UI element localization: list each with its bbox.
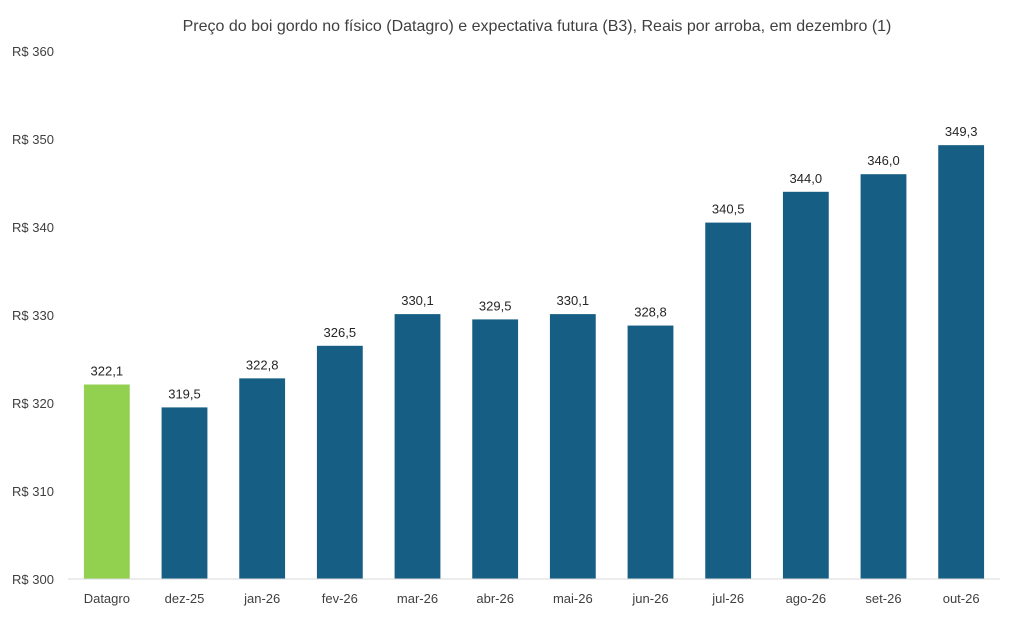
bar-mar-26 bbox=[394, 314, 441, 579]
data-label: 349,3 bbox=[945, 124, 978, 139]
data-label: 322,1 bbox=[91, 364, 124, 379]
y-axis: R$ 300 R$ 310 R$ 320 R$ 330 R$ 340 R$ 350 R$ 3… bbox=[12, 44, 54, 587]
bar-datagro bbox=[83, 384, 130, 579]
data-label: 326,5 bbox=[324, 325, 357, 340]
data-label: 319,5 bbox=[168, 386, 201, 401]
data-label: 330,1 bbox=[401, 293, 434, 308]
x-axis: Datagro dez-25 jan-26 fev-26 mar-26 abr-26 mai… bbox=[68, 578, 1000, 606]
data-label: 329,5 bbox=[479, 298, 512, 313]
y-tick-label: R$ 310 bbox=[12, 484, 54, 499]
bar-fev-26 bbox=[316, 345, 363, 579]
bar-jul-26 bbox=[705, 222, 752, 579]
y-tick-label: R$ 360 bbox=[12, 44, 54, 59]
y-tick-label: R$ 330 bbox=[12, 308, 54, 323]
data-label: 328,8 bbox=[634, 305, 667, 320]
bar-jun-26 bbox=[627, 325, 674, 579]
x-tick-label: ago-26 bbox=[786, 591, 826, 606]
x-tick-label: out-26 bbox=[943, 591, 980, 606]
data-label: 344,0 bbox=[790, 171, 823, 186]
chart-title: Preço do boi gordo no físico (Datagro) e… bbox=[183, 18, 892, 35]
x-tick-label: jul-26 bbox=[711, 591, 744, 606]
bar-mai-26 bbox=[549, 314, 596, 579]
x-tick-label: Datagro bbox=[84, 591, 130, 606]
bar-set-26 bbox=[860, 174, 907, 579]
y-tick-label: R$ 300 bbox=[12, 572, 54, 587]
y-tick-label: R$ 340 bbox=[12, 220, 54, 235]
x-tick-label: jan-26 bbox=[243, 591, 280, 606]
bar-out-26 bbox=[938, 145, 985, 579]
data-label: 340,5 bbox=[712, 202, 745, 217]
data-label: 346,0 bbox=[867, 153, 900, 168]
bar-abr-26 bbox=[472, 319, 519, 579]
bar-jan-26 bbox=[239, 378, 286, 579]
x-tick-label: jun-26 bbox=[631, 591, 668, 606]
bar-dez-25 bbox=[161, 407, 208, 579]
data-label: 330,1 bbox=[557, 293, 590, 308]
bar-ago-26 bbox=[782, 191, 829, 580]
y-tick-label: R$ 320 bbox=[12, 396, 54, 411]
data-label: 322,8 bbox=[246, 357, 279, 372]
x-tick-label: mar-26 bbox=[397, 591, 438, 606]
x-tick-label: set-26 bbox=[865, 591, 901, 606]
x-tick-label: dez-25 bbox=[165, 591, 205, 606]
x-tick-label: mai-26 bbox=[553, 591, 593, 606]
x-tick-label: abr-26 bbox=[476, 591, 514, 606]
y-tick-label: R$ 350 bbox=[12, 132, 54, 147]
x-tick-label: fev-26 bbox=[322, 591, 358, 606]
bars: 322,1 319,5 322,8 326,5 330,1 329,5 330,1 328,8… bbox=[83, 124, 985, 580]
